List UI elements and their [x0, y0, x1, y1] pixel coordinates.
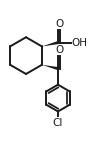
Polygon shape: [42, 41, 58, 46]
Text: O: O: [55, 45, 63, 55]
Text: O: O: [55, 19, 63, 29]
Text: OH: OH: [72, 38, 88, 48]
Text: Cl: Cl: [53, 118, 63, 128]
Polygon shape: [42, 65, 58, 70]
